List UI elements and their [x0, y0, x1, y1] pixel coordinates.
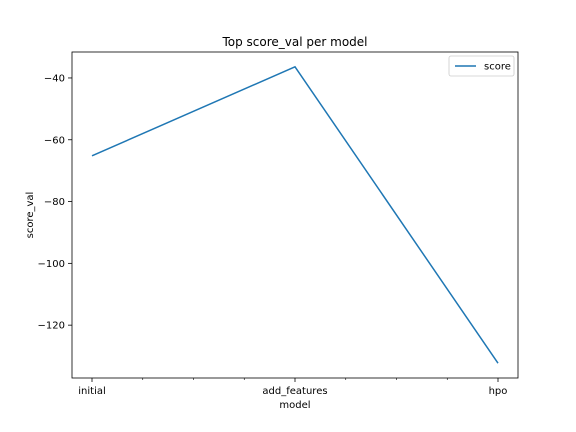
- y-tick-label: −80: [44, 197, 65, 208]
- y-tick-label: −100: [38, 259, 65, 270]
- y-axis-ticks: −40 −60 −80 −100 −120: [38, 73, 72, 332]
- series-layer: [91, 65, 499, 364]
- series-line-score: [91, 65, 499, 364]
- y-tick-label: −60: [44, 135, 65, 146]
- chart-title: Top score_val per model: [221, 35, 367, 49]
- y-tick-label: −40: [44, 73, 65, 84]
- y-axis-label: score_val: [25, 192, 36, 239]
- legend-box: [448, 55, 515, 77]
- plot-area-frame: [71, 51, 519, 379]
- x-axis-label: model: [279, 400, 310, 411]
- x-tick-label: add_features: [262, 386, 327, 397]
- legend-label-score: score: [484, 62, 511, 73]
- y-tick-label: −120: [38, 321, 65, 332]
- legend: score: [448, 55, 515, 77]
- x-tick-label: initial: [78, 386, 106, 397]
- x-tick-label: hpo: [489, 386, 508, 397]
